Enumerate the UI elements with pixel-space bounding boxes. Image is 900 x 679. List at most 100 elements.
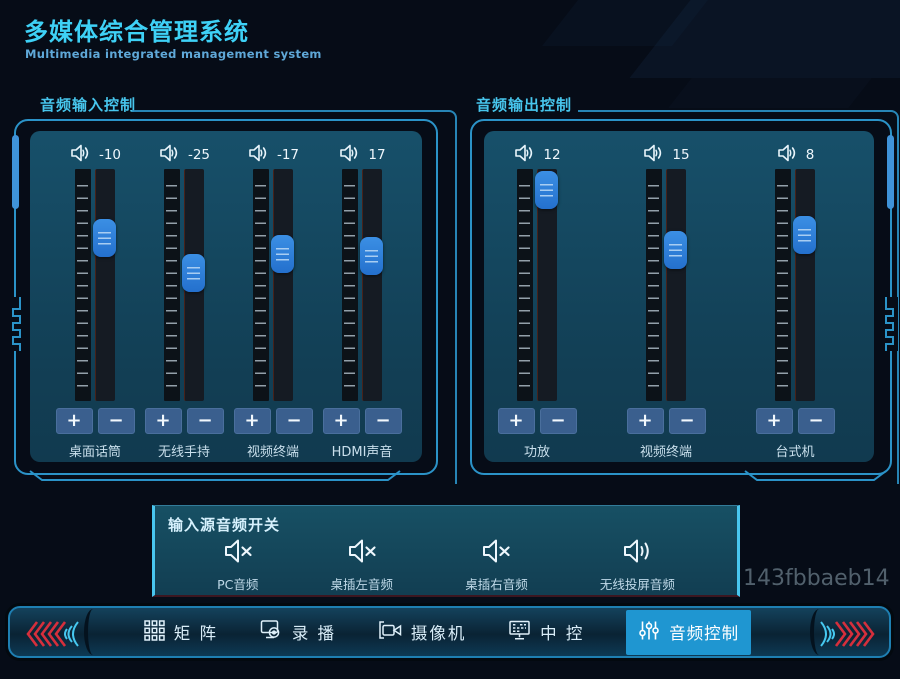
slider-track[interactable] xyxy=(271,169,294,401)
channel-value: -17 xyxy=(276,147,300,163)
bar-divider xyxy=(810,609,828,655)
slider-track[interactable] xyxy=(664,169,687,401)
channel-label: 无线手持 xyxy=(157,445,210,460)
volume-decrease-button[interactable]: − xyxy=(668,408,706,434)
section-title-audio-input: 音频输入控制 xyxy=(40,96,137,114)
volume-increase-button[interactable]: + xyxy=(322,408,360,434)
channel-label: 台式机 xyxy=(775,445,815,460)
volume-increase-button[interactable]: + xyxy=(497,408,535,434)
speaker-on-icon xyxy=(621,537,653,569)
volume-increase-button[interactable]: + xyxy=(55,408,93,434)
audio-channel: -17 + − 视频终端 xyxy=(230,144,316,462)
input-source-switch-panel: 输入源音频开关 PC音频 桌插左音频 桌插右音频 无线投屏音频 xyxy=(152,505,740,597)
nav-tab-1[interactable]: 录 播 xyxy=(260,619,336,645)
slider-thumb[interactable] xyxy=(182,254,205,292)
volume-increase-button[interactable]: + xyxy=(233,408,271,434)
volume-slider xyxy=(164,169,205,401)
volume-buttons: + − xyxy=(755,408,835,434)
speaker-icon xyxy=(776,143,800,167)
nav-tab-2[interactable]: 摄像机 xyxy=(378,620,467,644)
slider-thumb[interactable] xyxy=(793,216,816,254)
nav-tab-label: 矩 阵 xyxy=(173,624,219,643)
slider-scale xyxy=(775,169,791,401)
audio-switch-on[interactable]: 无线投屏音频 xyxy=(600,537,675,593)
channel-header: 15 xyxy=(642,143,690,167)
channel-header: -17 xyxy=(247,144,299,166)
audio-input-channel-list: -10 + − 桌面话筒 -25 + − 无线手持 xyxy=(30,131,422,462)
grid-icon xyxy=(144,619,165,645)
volume-decrease-button[interactable]: − xyxy=(97,408,135,434)
sound-arcs-icon xyxy=(820,621,835,647)
volume-increase-button[interactable]: + xyxy=(755,408,793,434)
slider-track[interactable] xyxy=(535,169,558,401)
volume-slider xyxy=(775,169,816,401)
bottom-nav-bar: 矩 阵 录 播 摄像机 中 控 音频控制 xyxy=(8,606,891,658)
volume-buttons: + − xyxy=(497,408,577,434)
volume-decrease-button[interactable]: − xyxy=(797,408,835,434)
slider-thumb[interactable] xyxy=(360,237,383,275)
audio-channel: 17 + − HDMI声音 xyxy=(319,144,405,462)
slider-track[interactable] xyxy=(360,169,383,401)
channel-header: 12 xyxy=(513,143,561,167)
nav-tab-label: 摄像机 xyxy=(410,624,467,643)
channel-label: 功放 xyxy=(523,445,550,460)
slider-thumb[interactable] xyxy=(664,231,687,269)
channel-label: 视频终端 xyxy=(639,445,692,460)
nav-tab-label: 中 控 xyxy=(540,624,585,643)
audio-switch-muted[interactable]: PC音频 xyxy=(217,537,258,593)
volume-decrease-button[interactable]: − xyxy=(186,408,224,434)
switch-panel-title: 输入源音频开关 xyxy=(168,516,281,534)
switch-label: 桌插左音频 xyxy=(330,577,394,592)
channel-value: 8 xyxy=(805,147,815,163)
volume-decrease-button[interactable]: − xyxy=(275,408,313,434)
frame-line xyxy=(132,110,457,484)
speaker-mute-icon xyxy=(222,537,254,569)
channel-header: 8 xyxy=(776,143,815,167)
volume-increase-button[interactable]: + xyxy=(144,408,182,434)
slider-track[interactable] xyxy=(793,169,816,401)
audio-switch-muted[interactable]: 桌插右音频 xyxy=(465,537,528,593)
camera-icon xyxy=(378,620,402,644)
speaker-icon xyxy=(642,143,666,167)
speaker-icon xyxy=(69,143,93,167)
volume-decrease-button[interactable]: − xyxy=(539,408,577,434)
volume-slider xyxy=(646,169,687,401)
channel-label: 桌面话筒 xyxy=(68,445,121,460)
volume-slider xyxy=(253,169,294,401)
slider-scale xyxy=(342,169,358,401)
channel-value: 17 xyxy=(368,147,386,163)
slider-track[interactable] xyxy=(93,169,116,401)
nav-tab-0[interactable]: 矩 阵 xyxy=(144,619,219,645)
slider-track[interactable] xyxy=(182,169,205,401)
slider-thumb[interactable] xyxy=(93,219,116,257)
frame-line xyxy=(578,110,899,484)
nav-tab-3[interactable]: 中 控 xyxy=(508,619,584,645)
page-subtitle: Multimedia integrated management system xyxy=(25,47,322,61)
slider-thumb[interactable] xyxy=(535,171,558,209)
slider-scale xyxy=(75,169,91,401)
volume-decrease-button[interactable]: − xyxy=(364,408,402,434)
volume-slider xyxy=(517,169,558,401)
slider-scale xyxy=(253,169,269,401)
speaker-icon xyxy=(513,143,537,167)
frame-accent xyxy=(887,135,894,209)
channel-header: -25 xyxy=(158,144,210,166)
nav-tab-4[interactable]: 音频控制 xyxy=(626,609,752,655)
volume-slider xyxy=(342,169,383,401)
speaker-mute-icon xyxy=(480,537,512,569)
mixer-icon xyxy=(638,620,660,645)
channel-header: -10 xyxy=(69,144,121,166)
channel-value: -25 xyxy=(187,147,211,163)
sound-arcs-icon xyxy=(64,621,79,647)
channel-label: 视频终端 xyxy=(246,445,299,460)
frame-zigzag xyxy=(884,297,898,351)
slider-scale xyxy=(517,169,533,401)
watermark-text: 143fbbaeb14 xyxy=(743,566,890,591)
slider-thumb[interactable] xyxy=(271,235,294,273)
audio-switch-muted[interactable]: 桌插左音频 xyxy=(330,537,394,593)
volume-buttons: + − xyxy=(626,408,706,434)
volume-buttons: + − xyxy=(322,408,402,434)
volume-increase-button[interactable]: + xyxy=(626,408,664,434)
slider-scale xyxy=(646,169,662,401)
frame-accent xyxy=(12,135,19,209)
